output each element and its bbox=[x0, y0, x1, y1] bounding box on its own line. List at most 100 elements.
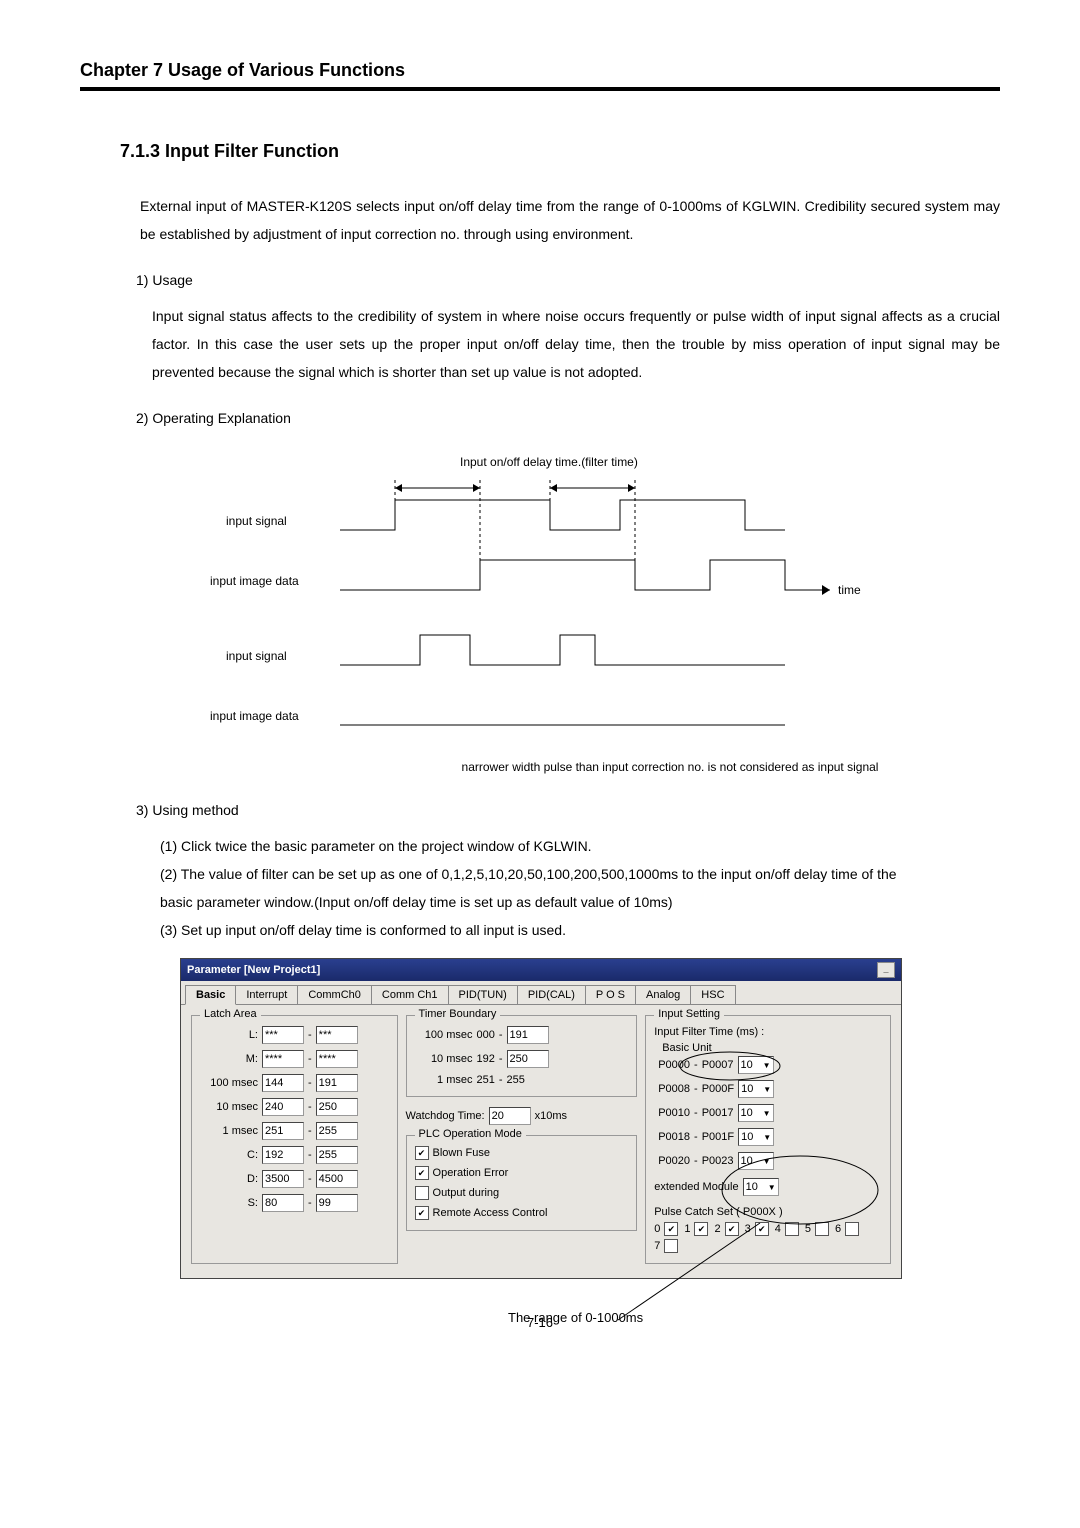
latch-to-input[interactable]: 4500 bbox=[316, 1170, 358, 1188]
tab-pidtun[interactable]: PID(TUN) bbox=[448, 985, 518, 1004]
latch-from-input[interactable]: *** bbox=[262, 1026, 304, 1044]
minimize-icon[interactable]: _ bbox=[877, 962, 895, 978]
watchdog-label: Watchdog Time: bbox=[406, 1110, 485, 1122]
checkbox-icon[interactable] bbox=[785, 1222, 799, 1236]
filter-time-select[interactable]: 10▼ bbox=[738, 1080, 774, 1098]
tab-basic[interactable]: Basic bbox=[185, 985, 236, 1005]
checkbox-label: Remote Access Control bbox=[433, 1207, 548, 1219]
method-item: (2) The value of filter can be set up as… bbox=[160, 860, 1000, 888]
tab-pidcal[interactable]: PID(CAL) bbox=[517, 985, 586, 1004]
latch-from-input[interactable]: 80 bbox=[262, 1194, 304, 1212]
latch-title: Latch Area bbox=[200, 1008, 261, 1020]
tab-analog[interactable]: Analog bbox=[635, 985, 691, 1004]
latch-to-input[interactable]: **** bbox=[316, 1050, 358, 1068]
svg-text:input image data: input image data bbox=[210, 709, 299, 723]
latch-from-input[interactable]: 251 bbox=[262, 1122, 304, 1140]
checkbox-icon[interactable]: ✔ bbox=[415, 1206, 429, 1220]
plc-mode-group: PLC Operation Mode ✔Blown Fuse✔Operation… bbox=[406, 1135, 638, 1231]
pulse-bit[interactable]: 3✔ bbox=[745, 1222, 769, 1236]
using-method-heading: 3) Using method bbox=[136, 802, 1000, 818]
filter-time-select[interactable]: 10▼ bbox=[738, 1056, 774, 1074]
input-setting-group: Input Setting Input Filter Time (ms) : B… bbox=[645, 1015, 891, 1264]
chevron-down-icon: ▼ bbox=[768, 1183, 776, 1192]
plc-checkbox-row[interactable]: ✔Operation Error bbox=[415, 1166, 629, 1180]
timing-diagram: Input on/off delay time.(filter time) in… bbox=[190, 450, 890, 750]
plc-checkbox-row[interactable]: ✔ Remote Access Control bbox=[415, 1206, 629, 1220]
chevron-down-icon: ▼ bbox=[763, 1061, 771, 1070]
pulse-bit[interactable]: 7 bbox=[654, 1239, 678, 1253]
watchdog-unit: x10ms bbox=[535, 1110, 567, 1122]
checkbox-icon[interactable]: ✔ bbox=[725, 1222, 739, 1236]
tab-commch0[interactable]: CommCh0 bbox=[297, 985, 372, 1004]
checkbox-icon[interactable]: ✔ bbox=[694, 1222, 708, 1236]
row-label: 10 msec bbox=[415, 1053, 473, 1065]
checkbox-icon[interactable] bbox=[815, 1222, 829, 1236]
checkbox-icon[interactable] bbox=[415, 1186, 429, 1200]
latch-to-input[interactable]: 250 bbox=[316, 1098, 358, 1116]
plc-checkbox-row[interactable]: ✔Blown Fuse bbox=[415, 1146, 629, 1160]
latch-row: 1 msec 251 - 255 bbox=[200, 1122, 389, 1140]
chevron-down-icon: ▼ bbox=[763, 1109, 771, 1118]
checkbox-icon[interactable]: ✔ bbox=[755, 1222, 769, 1236]
latch-to-input[interactable]: 255 bbox=[316, 1146, 358, 1164]
filter-range-row: P0000 - P0007 10▼ bbox=[658, 1056, 882, 1074]
pulse-bit[interactable]: 5 bbox=[805, 1222, 829, 1236]
pulse-bit[interactable]: 6 bbox=[835, 1222, 859, 1236]
pulse-bit[interactable]: 4 bbox=[775, 1222, 799, 1236]
tab-pos[interactable]: P O S bbox=[585, 985, 636, 1004]
filter-range-row: P0018 - P001F 10▼ bbox=[658, 1128, 882, 1146]
timer-row: 100 msec 000 - 191 bbox=[415, 1026, 629, 1044]
pulse-bit[interactable]: 0✔ bbox=[654, 1222, 678, 1236]
tab-commch1[interactable]: Comm Ch1 bbox=[371, 985, 449, 1004]
row-label: 1 msec bbox=[415, 1074, 473, 1086]
timer-boundary-group: Timer Boundary 100 msec 000 - 19110 msec… bbox=[406, 1015, 638, 1097]
watchdog-input[interactable]: 20 bbox=[489, 1107, 531, 1125]
latch-to-input[interactable]: 191 bbox=[316, 1074, 358, 1092]
filter-time-select[interactable]: 10▼ bbox=[738, 1128, 774, 1146]
row-label: 100 msec bbox=[415, 1029, 473, 1041]
timer-to-input[interactable]: 250 bbox=[507, 1050, 549, 1068]
latch-from-input[interactable]: 3500 bbox=[262, 1170, 304, 1188]
dialog-title: Parameter [New Project1] bbox=[187, 964, 320, 976]
pulse-bit[interactable]: 1✔ bbox=[684, 1222, 708, 1236]
latch-row: D: 3500 - 4500 bbox=[200, 1170, 389, 1188]
filter-range-row: P0020 - P0023 10▼ bbox=[658, 1152, 882, 1170]
svg-text:input signal: input signal bbox=[226, 514, 287, 528]
latch-row: 100 msec 144 - 191 bbox=[200, 1074, 389, 1092]
checkbox-icon[interactable]: ✔ bbox=[664, 1222, 678, 1236]
pulse-bit[interactable]: 2✔ bbox=[714, 1222, 738, 1236]
filter-time-select[interactable]: 10▼ bbox=[738, 1152, 774, 1170]
latch-area-group: Latch Area L: *** - ***M: **** - ****100… bbox=[191, 1015, 398, 1264]
operating-heading: 2) Operating Explanation bbox=[136, 410, 1000, 426]
tab-hsc[interactable]: HSC bbox=[690, 985, 735, 1004]
svg-text:Input on/off delay time.(filte: Input on/off delay time.(filter time) bbox=[460, 455, 638, 469]
latch-from-input[interactable]: 192 bbox=[262, 1146, 304, 1164]
parameter-dialog: Parameter [New Project1] _ Basic Interru… bbox=[180, 958, 902, 1279]
timer-to-input[interactable]: 191 bbox=[507, 1026, 549, 1044]
tab-interrupt[interactable]: Interrupt bbox=[235, 985, 298, 1004]
latch-from-input[interactable]: 240 bbox=[262, 1098, 304, 1116]
filter-time-select[interactable]: 10▼ bbox=[738, 1104, 774, 1122]
latch-row: M: **** - **** bbox=[200, 1050, 389, 1068]
latch-from-input[interactable]: **** bbox=[262, 1050, 304, 1068]
row-label: C: bbox=[200, 1149, 258, 1161]
svg-text:input signal: input signal bbox=[226, 649, 287, 663]
extended-module-select[interactable]: 10▼ bbox=[743, 1178, 779, 1196]
checkbox-icon[interactable] bbox=[664, 1239, 678, 1253]
range-annotation: The range of 0-1000ms bbox=[508, 1310, 643, 1325]
latch-to-input[interactable]: 255 bbox=[316, 1122, 358, 1140]
input-setting-title: Input Setting bbox=[654, 1008, 724, 1020]
method-item: basic parameter window.(Input on/off del… bbox=[160, 888, 1000, 916]
checkbox-icon[interactable]: ✔ bbox=[415, 1146, 429, 1160]
latch-to-input[interactable]: *** bbox=[316, 1026, 358, 1044]
chevron-down-icon: ▼ bbox=[763, 1085, 771, 1094]
intro-paragraph: External input of MASTER-K120S selects i… bbox=[140, 192, 1000, 248]
checkbox-icon[interactable]: ✔ bbox=[415, 1166, 429, 1180]
latch-to-input[interactable]: 99 bbox=[316, 1194, 358, 1212]
latch-from-input[interactable]: 144 bbox=[262, 1074, 304, 1092]
method-item: (3) Set up input on/off delay time is co… bbox=[160, 916, 1000, 944]
chevron-down-icon: ▼ bbox=[763, 1157, 771, 1166]
chapter-header: Chapter 7 Usage of Various Functions bbox=[80, 60, 1000, 91]
plc-checkbox-row[interactable]: Output during bbox=[415, 1186, 629, 1200]
checkbox-icon[interactable] bbox=[845, 1222, 859, 1236]
